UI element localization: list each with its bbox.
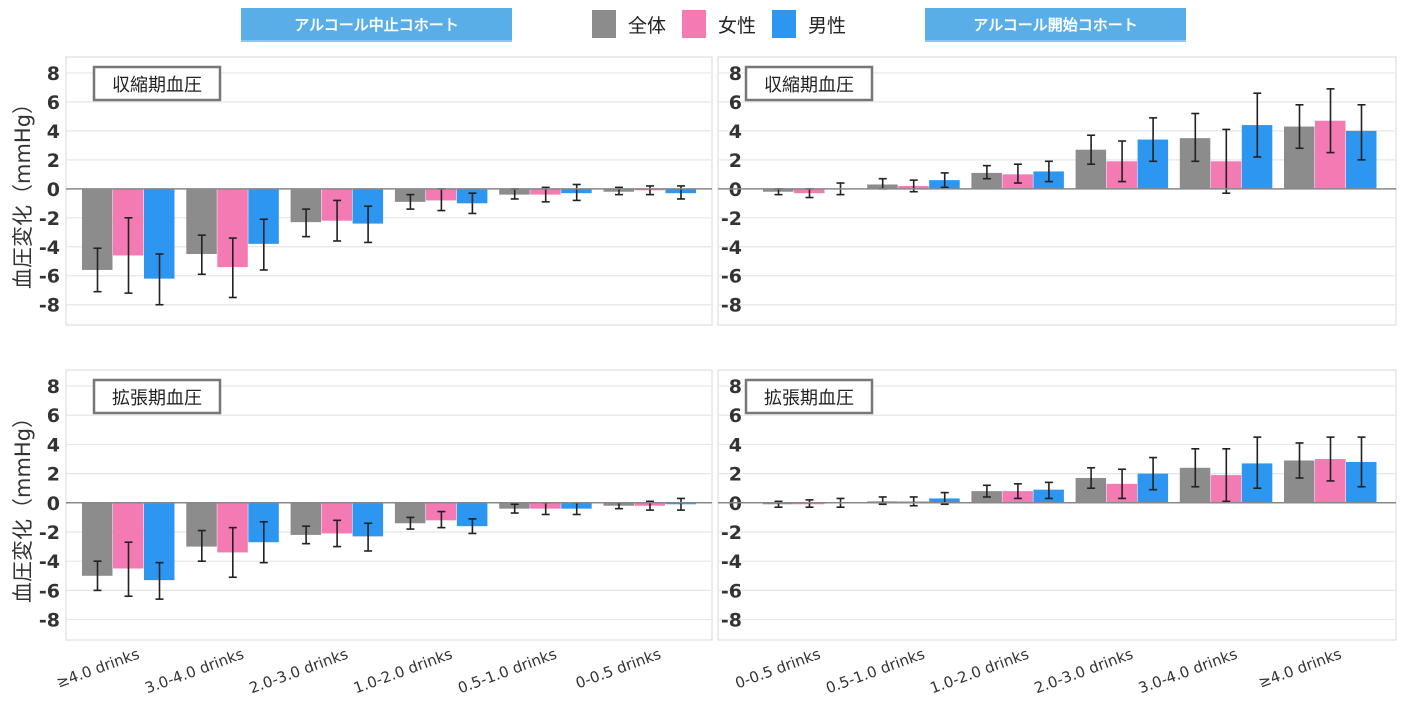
x-tick-label: 0.5-1.0 drinks bbox=[823, 645, 927, 697]
y-tick-label: -6 bbox=[39, 580, 60, 602]
y-tick-label: 6 bbox=[729, 405, 742, 427]
x-tick-label: ≥4.0 drinks bbox=[1256, 645, 1344, 692]
y-tick-label: 0 bbox=[729, 179, 742, 201]
y-tick-label: -2 bbox=[39, 208, 60, 230]
y-tick-label: -6 bbox=[39, 266, 60, 288]
y-tick-label: 2 bbox=[729, 150, 742, 172]
x-tick-label: 2.0-3.0 drinks bbox=[1032, 645, 1136, 697]
y-tick-label: 6 bbox=[47, 92, 60, 114]
x-tick-label: 1.0-2.0 drinks bbox=[928, 645, 1032, 697]
y-tick-label: -4 bbox=[39, 237, 60, 259]
panel-title: 収縮期血圧 bbox=[764, 75, 854, 96]
y-tick-label: 2 bbox=[47, 150, 60, 172]
y-tick-label: -2 bbox=[39, 522, 60, 544]
x-tick-label: 3.0-4.0 drinks bbox=[1136, 645, 1240, 697]
x-tick-label: 0-0.5 drinks bbox=[733, 645, 823, 693]
panel-title: 収縮期血圧 bbox=[112, 75, 202, 96]
panel-title-box bbox=[92, 378, 222, 415]
y-tick-label: -2 bbox=[721, 208, 742, 230]
legend-item-female: 女性 bbox=[682, 10, 756, 38]
legend-item-overall: 全体 bbox=[592, 10, 666, 38]
y-tick-label: 6 bbox=[47, 405, 60, 427]
chart-panel-3: 8 6 4 2 0 -2 -4 -6 -8 拡張期血圧 0-0.5 drinks 0.5-1.0 dr… bbox=[717, 369, 1397, 697]
y-tick-label: 0 bbox=[47, 493, 60, 515]
bar-全体 bbox=[971, 172, 1002, 189]
y-tick-label: 4 bbox=[47, 121, 60, 143]
legend: 全体 女性 男性 bbox=[592, 8, 852, 40]
y-tick-label: 0 bbox=[47, 179, 60, 201]
x-tick-label: 0-0.5 drinks bbox=[573, 645, 663, 693]
bar-全体 bbox=[394, 502, 426, 524]
legend-swatch-male bbox=[772, 10, 797, 38]
y-tick-label: 2 bbox=[729, 464, 742, 486]
legend-item-male: 男性 bbox=[772, 10, 846, 38]
y-tick-label: 4 bbox=[47, 434, 60, 456]
y-tick-label: 8 bbox=[47, 376, 60, 398]
y-tick-label: 8 bbox=[729, 63, 742, 85]
x-tick-label: 2.0-3.0 drinks bbox=[247, 645, 351, 697]
y-tick-label: 8 bbox=[47, 63, 60, 85]
initiation-cohort-banner: アルコール開始コホート bbox=[925, 8, 1186, 42]
y-tick-label: 2 bbox=[47, 464, 60, 486]
x-tick-label: 1.0-2.0 drinks bbox=[351, 645, 455, 697]
y-tick-label: -2 bbox=[721, 522, 742, 544]
y-axis-label: 血圧変化（mmHg） bbox=[11, 407, 35, 603]
legend-label: 男性 bbox=[808, 14, 847, 37]
y-tick-label: 6 bbox=[729, 92, 742, 114]
withdrawal-cohort-banner: アルコール中止コホート bbox=[241, 8, 512, 42]
x-tick-label: ≥4.0 drinks bbox=[54, 645, 142, 692]
y-tick-label: -4 bbox=[721, 237, 742, 259]
x-tick-label: 3.0-4.0 drinks bbox=[143, 645, 247, 697]
legend-swatch-overall bbox=[592, 10, 616, 38]
panel-title: 拡張期血圧 bbox=[112, 388, 202, 409]
legend-label: 全体 bbox=[628, 14, 667, 37]
bar-男性 bbox=[456, 502, 488, 527]
panel-title-box bbox=[744, 378, 874, 415]
y-tick-label: 4 bbox=[729, 121, 742, 143]
panel-title-box bbox=[744, 65, 874, 102]
y-tick-label: 8 bbox=[729, 376, 742, 398]
y-tick-label: -8 bbox=[39, 610, 60, 632]
chart-panel-1: 8 6 4 2 0 -2 -4 -6 -8 収縮期血圧 bbox=[717, 56, 1397, 326]
y-tick-label: -8 bbox=[721, 295, 742, 317]
y-tick-label: -6 bbox=[721, 266, 742, 288]
y-tick-label: -4 bbox=[39, 551, 60, 573]
legend-swatch-female bbox=[682, 10, 707, 38]
y-tick-label: 4 bbox=[729, 434, 742, 456]
y-axis-label: 血圧変化（mmHg） bbox=[11, 93, 35, 289]
y-tick-label: 0 bbox=[729, 493, 742, 515]
panel-title: 拡張期血圧 bbox=[764, 388, 854, 409]
y-tick-label: -4 bbox=[721, 551, 742, 573]
legend-label: 女性 bbox=[718, 14, 757, 37]
y-tick-label: -8 bbox=[39, 295, 60, 317]
y-tick-label: -8 bbox=[721, 610, 742, 632]
x-tick-label: 0.5-1.0 drinks bbox=[455, 645, 559, 697]
y-tick-label: -6 bbox=[721, 580, 742, 602]
panel-title-box bbox=[92, 65, 222, 102]
